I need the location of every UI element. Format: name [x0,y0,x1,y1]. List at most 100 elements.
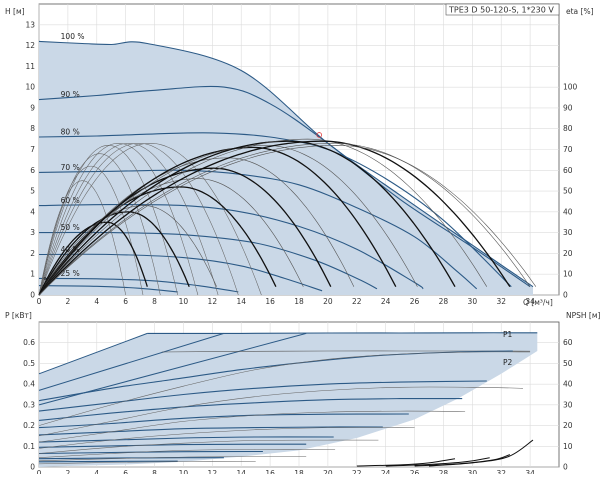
head-yr-tick: 80 [563,124,573,133]
power-npsh-panel: 0 2 4 6 8 10 12 14 16 18 20 22 24 26 28 30 32 3400.10.20.… [5,311,600,478]
head-yl-tick: 10 [25,83,35,92]
power-yr-tick: 30 [563,400,573,409]
npsh-axis-label: NPSH [м] [566,311,600,320]
p2-label: P2 [503,358,513,367]
head-yl-tick: 9 [30,103,35,112]
head-x-tick: 12 [208,297,218,306]
head-x-tick: 4 [94,297,99,306]
power-curve-1 [38,380,487,412]
power-x-tick: 30 [468,469,478,474]
power-yl-tick: 0.4 [23,380,35,389]
head-curve-label: 100 % [61,32,85,41]
eta-fan-curve-6 [38,143,239,296]
head-yr-tick: 10 [563,270,573,279]
power-upper-fan-1 [38,332,225,391]
power-curve-6 [38,443,307,448]
eta-curve-8 [38,144,418,296]
power-x-tick: 32 [496,469,506,474]
head-yl-tick: 6 [30,166,35,175]
head-curve-0 [38,40,534,288]
head-x-tick: 16 [265,297,275,306]
head-yl-tick: 3 [30,228,35,237]
head-yr-tick: 70 [563,145,573,154]
head-x-tick: 30 [468,297,478,306]
power-yr-tick: 0 [563,463,568,472]
power-curve-5 [38,436,334,443]
head-x-tick: 0 [37,297,42,306]
head-yl-tick: 0 [30,291,35,300]
p1-label: P1 [503,330,513,339]
power-yr-tick: 40 [563,380,573,389]
head-yl-tick: 12 [25,41,35,50]
eta-fan-curve-2 [38,153,161,296]
head-curve-label: 60 % [61,196,80,205]
head-x-tick: 18 [294,297,304,306]
power-yr-tick: 10 [563,442,573,451]
head-yr-tick: 0 [563,291,568,300]
eta-curve-3 [38,186,277,296]
power-curve-15 [38,449,336,458]
power-axis-label: P [кВт] [5,311,32,320]
eta-curve-2 [38,205,217,296]
power-curve-9 [38,460,178,463]
head-x-tick: 34 [525,297,535,306]
power-x-tick: 22 [352,469,362,474]
eta-curve-12 [38,142,531,296]
chart-title-box [445,3,560,16]
p1-curve [147,332,538,334]
eta-fan-curve-1 [38,165,144,296]
eta-fan-curve-5 [38,143,219,296]
head-curve-label: 40 % [61,245,80,254]
head-x-tick: 28 [439,297,449,306]
head-yl-tick: 7 [30,145,35,154]
head-curve-label: 70 % [61,163,80,172]
head-x-tick: 32 [496,297,506,306]
head-curve-label: 50 % [61,223,80,232]
head-x-tick: 14 [236,297,246,306]
head-x-tick: 8 [152,297,157,306]
power-curve-14 [38,439,379,454]
eta-curve-1 [38,211,190,296]
eta-axis-label: eta [%] [566,7,594,16]
head-x-tick: 24 [381,297,391,306]
head-curve-label: 25 % [61,269,80,278]
head-yl-tick: 13 [25,20,35,29]
power-curve-3 [38,413,409,429]
chart-title: TPE3 D 50-120-S, 1*230 V [448,6,554,15]
power-yl-tick: 0.3 [23,400,35,409]
npsh-curve-3 [428,439,534,467]
head-x-tick: 6 [123,297,128,306]
power-x-tick: 10 [179,469,189,474]
head-curve-4 [38,204,424,290]
head-yl-tick: 1 [30,270,35,279]
head-operating-area [39,41,533,296]
power-x-tick: 34 [525,469,535,474]
head-curve-3 [38,169,478,290]
power-curve-10 [38,351,531,426]
head-yr-tick: 20 [563,249,573,258]
head-x-tick: 2 [65,297,70,306]
eta-curves [38,132,537,296]
head-yr-tick: 100 [563,83,578,92]
power-curve-13 [38,427,415,449]
power-curve-12 [38,410,466,443]
head-curve-1 [38,85,531,288]
power-x-tick: 28 [439,469,449,474]
head-tick-labels: 0 2 4 6 8 10 12 14 16 18 20 22 24 26 28 30 32 34012345678… [25,20,577,306]
head-curve-8 [38,285,178,293]
power-curve-4 [38,426,383,436]
head-curve-2 [38,132,512,288]
eta-curve-13 [38,144,537,296]
head-x-tick: 20 [323,297,333,306]
npsh-curve-1 [385,457,490,467]
head-yr-tick: 90 [563,103,573,112]
head-yl-tick: 4 [30,207,35,216]
head-x-tick: 26 [410,297,420,306]
power-x-tick: 6 [123,469,128,474]
power-x-tick: 20 [323,469,333,474]
head-yl-tick: 2 [30,249,35,258]
head-yr-tick: 40 [563,207,573,216]
power-curve-17 [38,461,256,465]
